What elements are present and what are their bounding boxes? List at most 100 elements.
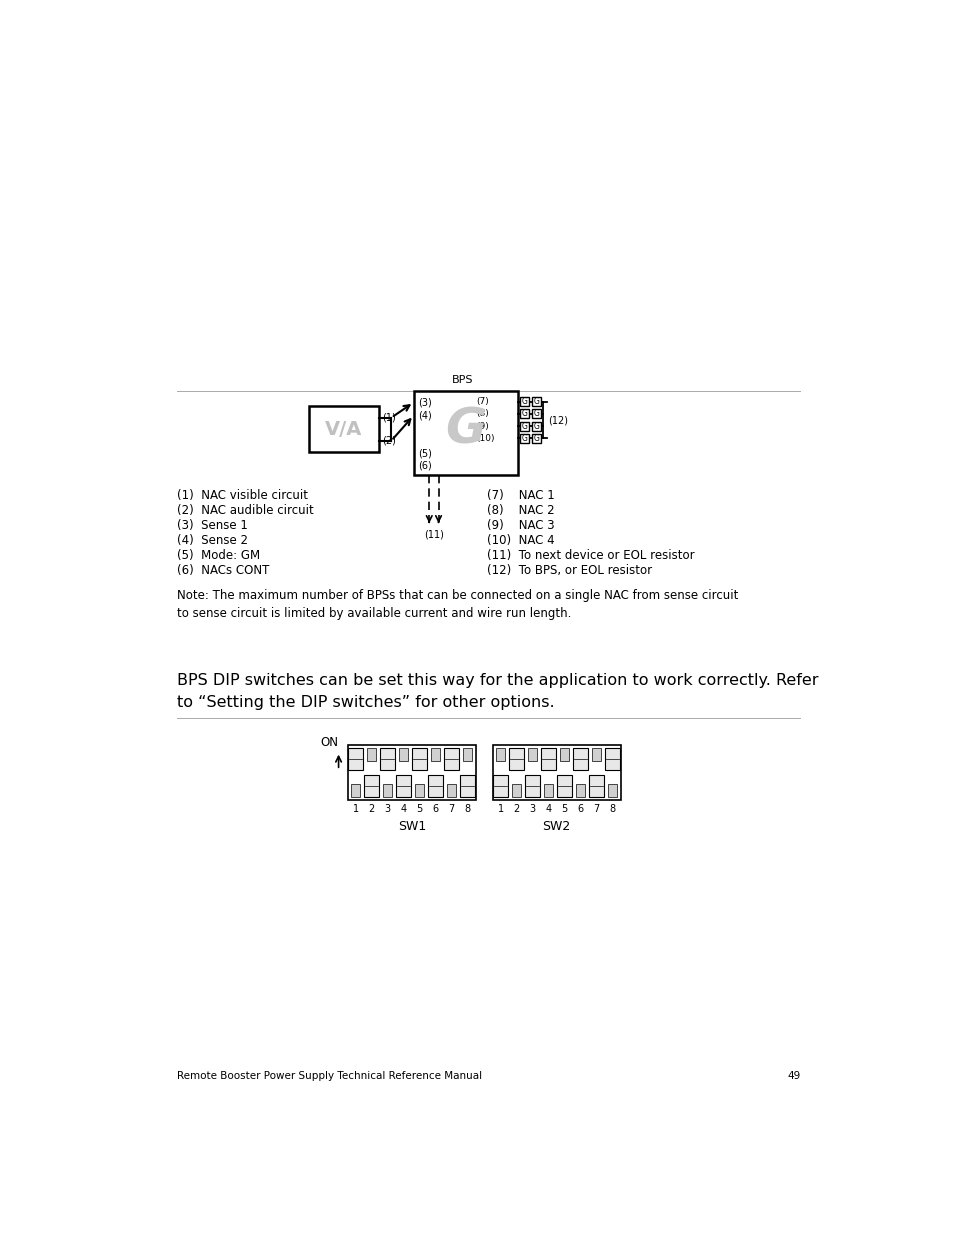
Text: (11)  To next device or EOL resistor: (11) To next device or EOL resistor <box>487 550 695 562</box>
Bar <box>463 748 472 761</box>
Text: BPS DIP switches can be set this way for the application to work correctly. Refe: BPS DIP switches can be set this way for… <box>177 673 818 710</box>
Bar <box>604 748 619 771</box>
Text: V/A: V/A <box>325 420 362 438</box>
Bar <box>493 745 620 800</box>
Bar <box>364 776 379 798</box>
Bar <box>428 776 443 798</box>
Text: 3: 3 <box>529 804 536 814</box>
Bar <box>509 748 523 771</box>
Text: 6: 6 <box>433 804 438 814</box>
Text: (11): (11) <box>423 530 443 540</box>
Bar <box>528 748 537 761</box>
Bar <box>592 748 600 761</box>
Text: G: G <box>533 421 538 431</box>
Bar <box>399 748 408 761</box>
Bar <box>460 776 475 798</box>
Text: G: G <box>445 405 486 453</box>
Bar <box>309 406 378 452</box>
Bar <box>496 748 505 761</box>
Text: 3: 3 <box>384 804 391 814</box>
Bar <box>544 784 553 798</box>
Text: (7): (7) <box>476 396 488 406</box>
Bar <box>396 776 411 798</box>
Text: SW2: SW2 <box>542 820 570 832</box>
Text: (3)  Sense 1: (3) Sense 1 <box>177 520 248 532</box>
Text: (2): (2) <box>381 436 395 446</box>
Bar <box>557 776 572 798</box>
Text: 7: 7 <box>593 804 599 814</box>
Text: (7)    NAC 1: (7) NAC 1 <box>487 489 555 503</box>
Text: 49: 49 <box>786 1071 800 1081</box>
Bar <box>412 748 427 771</box>
Text: BPS: BPS <box>451 375 473 385</box>
Text: (6)  NACs CONT: (6) NACs CONT <box>177 564 270 578</box>
Text: Note: The maximum number of BPSs that can be connected on a single NAC from sens: Note: The maximum number of BPSs that ca… <box>177 589 738 620</box>
Bar <box>519 410 528 419</box>
Bar <box>525 776 539 798</box>
Text: 5: 5 <box>416 804 422 814</box>
Bar <box>589 776 603 798</box>
Bar <box>540 748 556 771</box>
Text: (6): (6) <box>418 461 432 471</box>
Text: 8: 8 <box>464 804 471 814</box>
Bar <box>573 748 587 771</box>
Text: 1: 1 <box>497 804 503 814</box>
Bar <box>608 784 617 798</box>
Text: 1: 1 <box>353 804 358 814</box>
Bar <box>532 421 540 431</box>
Text: (1): (1) <box>381 412 395 422</box>
Text: G: G <box>521 433 527 443</box>
Text: Remote Booster Power Supply Technical Reference Manual: Remote Booster Power Supply Technical Re… <box>177 1071 482 1081</box>
Text: (9)    NAC 3: (9) NAC 3 <box>487 520 555 532</box>
Bar <box>444 748 458 771</box>
Text: (12)  To BPS, or EOL resistor: (12) To BPS, or EOL resistor <box>487 564 652 578</box>
Text: 4: 4 <box>545 804 551 814</box>
Text: SW1: SW1 <box>397 820 425 832</box>
Bar <box>519 433 528 443</box>
Text: G: G <box>521 421 527 431</box>
Bar <box>348 745 476 800</box>
Bar <box>493 776 508 798</box>
Text: 6: 6 <box>578 804 583 814</box>
Text: (5): (5) <box>418 448 432 459</box>
Text: (3): (3) <box>418 398 432 408</box>
Bar <box>532 410 540 419</box>
Bar <box>532 433 540 443</box>
Bar <box>415 784 424 798</box>
Text: 2: 2 <box>369 804 375 814</box>
Text: (5)  Mode: GM: (5) Mode: GM <box>177 550 260 562</box>
Text: G: G <box>521 409 527 419</box>
Text: 8: 8 <box>609 804 615 814</box>
Text: G: G <box>533 409 538 419</box>
Text: ON: ON <box>320 736 338 750</box>
Bar <box>431 748 439 761</box>
Text: (4)  Sense 2: (4) Sense 2 <box>177 535 248 547</box>
Text: 2: 2 <box>513 804 519 814</box>
Text: (9): (9) <box>476 421 488 431</box>
Text: G: G <box>533 433 538 443</box>
Bar <box>576 784 584 798</box>
Text: G: G <box>533 396 538 406</box>
Bar <box>367 748 375 761</box>
Text: 7: 7 <box>448 804 455 814</box>
Bar <box>519 398 528 406</box>
Text: (1)  NAC visible circuit: (1) NAC visible circuit <box>177 489 308 503</box>
Text: (4): (4) <box>418 410 432 420</box>
Text: G: G <box>521 396 527 406</box>
Bar <box>383 784 392 798</box>
Text: (8): (8) <box>476 409 488 419</box>
Bar <box>380 748 395 771</box>
Text: (2)  NAC audible circuit: (2) NAC audible circuit <box>177 504 314 517</box>
Text: (8)    NAC 2: (8) NAC 2 <box>487 504 555 517</box>
Bar <box>532 398 540 406</box>
Text: 4: 4 <box>400 804 407 814</box>
Text: (10): (10) <box>476 433 494 443</box>
Bar <box>351 784 360 798</box>
Bar <box>348 748 363 771</box>
Text: (10)  NAC 4: (10) NAC 4 <box>487 535 555 547</box>
Bar <box>559 748 569 761</box>
Bar <box>447 784 456 798</box>
Bar <box>414 390 517 475</box>
Text: (12): (12) <box>548 415 568 425</box>
Text: 5: 5 <box>561 804 567 814</box>
